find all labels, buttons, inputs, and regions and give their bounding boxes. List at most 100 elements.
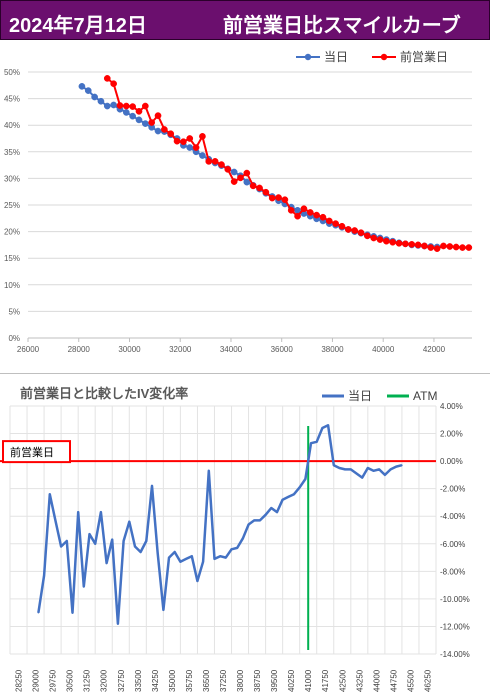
- x-tick-label: 39500: [270, 669, 279, 692]
- chart-divider: [0, 373, 490, 374]
- y-tick-label: 10%: [4, 281, 20, 290]
- x-tick-label: 29750: [49, 669, 58, 692]
- x-tick-label: 35000: [168, 669, 177, 692]
- data-point: [270, 507, 273, 509]
- data-point: [141, 120, 149, 127]
- data-point: [199, 133, 206, 140]
- data-point: [465, 244, 473, 251]
- header-title: 前営業日比スマイルカーブ: [223, 15, 461, 37]
- y-tick-label: -4.00%: [440, 512, 465, 521]
- x-tick-label: 33500: [134, 669, 143, 692]
- data-point: [213, 558, 216, 560]
- data-point: [134, 545, 136, 548]
- data-point: [202, 560, 204, 563]
- data-point: [196, 580, 199, 582]
- data-point: [433, 245, 441, 252]
- data-point: [122, 109, 130, 116]
- data-point: [281, 498, 284, 501]
- data-point: [363, 232, 371, 240]
- x-tick-label: 45500: [406, 669, 415, 692]
- data-point: [310, 442, 312, 444]
- data-point: [332, 220, 339, 227]
- data-point: [293, 493, 295, 495]
- data-point: [355, 472, 358, 475]
- data-point: [237, 174, 244, 182]
- header-bar: 2024年7月12日 前営業日比スマイルカーブ: [0, 0, 490, 40]
- data-point: [395, 465, 398, 468]
- x-tick-label: 26000: [17, 345, 40, 354]
- y-tick-label: 30%: [4, 174, 20, 183]
- data-point: [389, 238, 397, 246]
- legend: 当日 ATM: [322, 389, 437, 403]
- data-point: [262, 188, 270, 196]
- data-point: [162, 609, 165, 611]
- series-prev-day: [103, 75, 473, 252]
- y-tick-label: -8.00%: [440, 567, 465, 576]
- data-point: [154, 112, 162, 119]
- data-point: [383, 237, 390, 245]
- y-tick-label: 5%: [8, 307, 20, 316]
- legend-label-atm: ATM: [413, 389, 437, 403]
- x-tick-label: 30500: [66, 669, 75, 692]
- data-point: [402, 240, 409, 248]
- x-tick-label: 43250: [355, 669, 364, 692]
- data-point: [186, 144, 194, 151]
- x-tick-label: 40000: [372, 345, 395, 354]
- data-point: [350, 468, 352, 471]
- x-tick-label: 30000: [118, 345, 141, 354]
- data-point: [37, 611, 40, 614]
- y-tick-label: -6.00%: [440, 540, 465, 549]
- x-tick-label: 35750: [185, 669, 194, 692]
- data-point: [459, 244, 466, 251]
- data-point: [427, 244, 435, 251]
- y-tick-label: -12.00%: [440, 622, 470, 631]
- x-tick-label: 38000: [321, 345, 344, 354]
- x-tick-label: 31250: [83, 669, 92, 692]
- data-point: [211, 158, 219, 165]
- data-point: [351, 227, 359, 234]
- reference-label: 前営業日: [10, 445, 54, 459]
- chart-title: 前営業日と比較したIV変化率: [20, 386, 188, 401]
- data-point: [54, 519, 57, 522]
- data-point: [446, 243, 454, 250]
- data-point: [264, 514, 267, 516]
- x-tick-label: 36500: [202, 669, 211, 692]
- data-point: [103, 75, 111, 82]
- x-tick-label: 32750: [117, 669, 126, 692]
- data-point: [122, 102, 130, 110]
- data-point: [151, 485, 153, 487]
- data-point: [281, 196, 289, 204]
- data-point: [156, 552, 159, 555]
- legend-swatch-marker: [304, 53, 312, 61]
- y-tick-label: 4.00%: [440, 402, 463, 411]
- series-today: [37, 424, 403, 625]
- data-point: [230, 168, 238, 176]
- legend: 当日 前営業日: [296, 49, 448, 64]
- data-point: [338, 467, 341, 469]
- legend-label: 当日: [324, 50, 348, 64]
- y-tick-label: 2.00%: [440, 430, 463, 439]
- x-tick-label: 36000: [271, 345, 294, 354]
- data-point: [300, 205, 308, 213]
- data-point: [389, 468, 392, 471]
- data-point: [128, 520, 131, 523]
- y-gridlines: [28, 71, 472, 339]
- data-point: [243, 169, 251, 177]
- data-point: [242, 537, 244, 540]
- y-tick-label: 35%: [4, 148, 20, 157]
- series-line: [106, 77, 469, 250]
- data-point: [185, 558, 187, 560]
- y-tick-label: 50%: [4, 68, 20, 77]
- data-point: [372, 469, 375, 472]
- x-tick-label: 42500: [338, 669, 347, 692]
- data-point: [253, 519, 256, 522]
- data-point: [77, 511, 79, 513]
- data-point: [408, 241, 416, 248]
- data-point: [298, 486, 301, 489]
- legend-swatch-marker: [380, 53, 388, 61]
- data-point: [332, 464, 335, 467]
- data-point: [180, 138, 187, 146]
- y-tick-label: 0.00%: [440, 457, 463, 466]
- data-point: [218, 161, 225, 168]
- data-point: [167, 130, 175, 138]
